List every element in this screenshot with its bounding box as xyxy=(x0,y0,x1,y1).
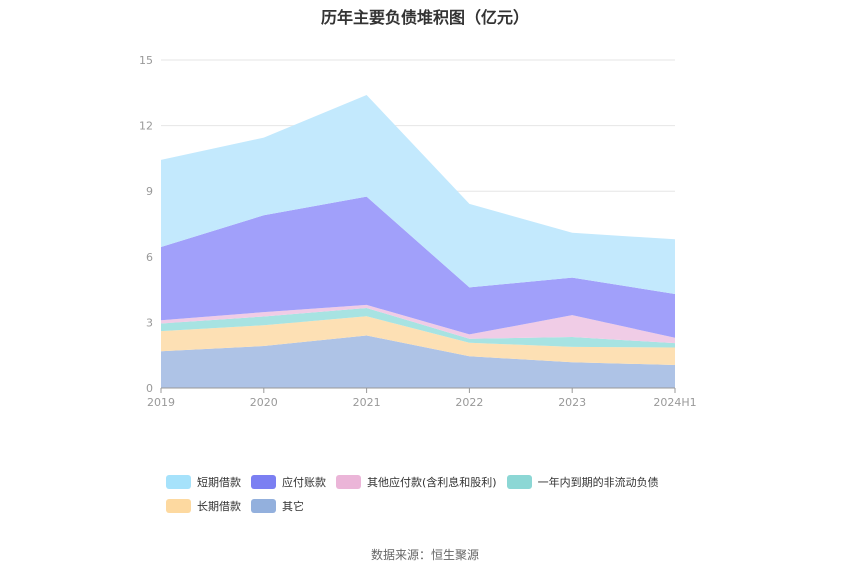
legend-label: 应付账款 xyxy=(282,476,326,489)
area-series-2 xyxy=(161,316,675,366)
y-tick-label: 12 xyxy=(139,120,153,133)
legend-item-other[interactable]: 其它 xyxy=(251,498,304,514)
legend-row-1: 短期借款 应付账款 其他应付款(含利息和股利) 一年内到期的非流动负债 xyxy=(166,474,726,490)
y-tick-label: 6 xyxy=(146,251,153,264)
legend-label: 一年内到期的非流动负债 xyxy=(537,476,659,489)
legend-item-other-payables[interactable]: 其他应付款(含利息和股利) xyxy=(336,474,497,490)
legend-swatch xyxy=(166,499,191,513)
chart-title: 历年主要负债堆积图（亿元） xyxy=(320,8,529,27)
x-tick-label: 2024H1 xyxy=(653,396,696,409)
area-series-1 xyxy=(161,335,675,388)
legend-row-2: 长期借款 其它 xyxy=(166,498,726,514)
legend-item-long-term-loans[interactable]: 长期借款 xyxy=(166,498,241,514)
legend-item-accounts-payable[interactable]: 应付账款 xyxy=(251,474,326,490)
y-tick-label: 0 xyxy=(146,382,153,395)
area-series-3 xyxy=(161,307,675,348)
legend-swatch xyxy=(251,499,276,513)
legend-swatch xyxy=(506,475,532,489)
legend-label: 长期借款 xyxy=(197,500,241,513)
legend-label: 其它 xyxy=(282,500,304,513)
data-source: 数据来源：恒生聚源 xyxy=(370,548,479,562)
area-series-5 xyxy=(161,196,675,338)
legend-swatch xyxy=(166,475,191,489)
legend: 短期借款 应付账款 其他应付款(含利息和股利) 一年内到期的非流动负债 长期借款… xyxy=(166,474,726,522)
legend-swatch xyxy=(251,475,276,489)
y-tick-label: 15 xyxy=(139,54,153,67)
x-tick-label: 2019 xyxy=(147,396,175,409)
legend-item-short-term-loans[interactable]: 短期借款 xyxy=(166,474,241,490)
area-series xyxy=(161,94,675,388)
area-series-6 xyxy=(161,94,675,294)
x-tick-label: 2021 xyxy=(353,396,381,409)
x-tick-label: 2020 xyxy=(250,396,278,409)
x-tick-label: 2023 xyxy=(558,396,586,409)
legend-label: 短期借款 xyxy=(197,476,241,489)
legend-label: 其他应付款(含利息和股利) xyxy=(367,476,497,489)
y-tick-label: 3 xyxy=(146,316,153,329)
y-tick-label: 9 xyxy=(146,185,153,198)
axes: 0 3 6 9 12 15 2019 2020 2021 2022 2023 2024H1 xyxy=(139,54,697,409)
x-tick-label: 2022 xyxy=(455,396,483,409)
legend-swatch xyxy=(336,475,361,489)
area-series-4 xyxy=(161,304,675,344)
legend-item-current-portion-noncurrent[interactable]: 一年内到期的非流动负债 xyxy=(506,474,659,490)
